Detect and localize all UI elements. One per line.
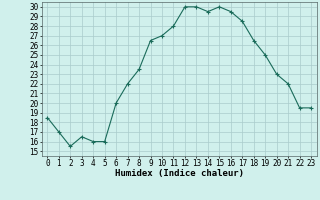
X-axis label: Humidex (Indice chaleur): Humidex (Indice chaleur): [115, 169, 244, 178]
